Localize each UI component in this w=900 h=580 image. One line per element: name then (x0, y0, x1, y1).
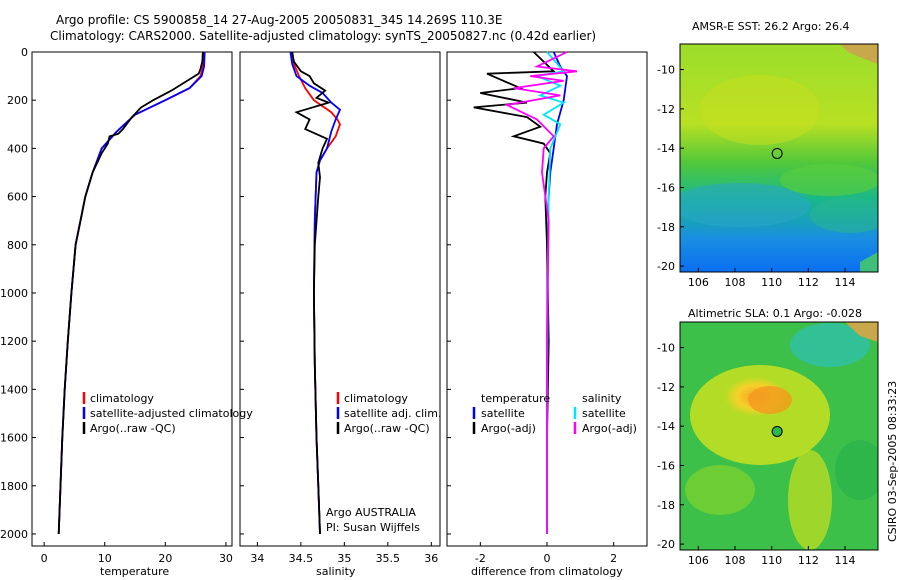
legend-sal-satellite: satellite adj. clim. (344, 407, 441, 420)
sla-map-image (680, 322, 878, 550)
temperature-axes (31, 51, 233, 547)
map-xtick-label: 106 (688, 554, 709, 567)
csiro-timestamp: CSIRO 03-Sep-2005 08:33:23 (886, 381, 899, 542)
legend-diff-temperature: temperature (481, 392, 550, 405)
map-ytick-label: -20 (657, 260, 675, 273)
legend-sal-argo: Argo(..raw -QC) (344, 422, 430, 435)
map-xtick-label: 108 (725, 276, 746, 289)
xtick-label: 10 (98, 552, 112, 565)
temperature-xlabel: temperature (100, 565, 169, 578)
map-ytick-label: -10 (657, 342, 675, 355)
ytick-label: 1800 (0, 480, 28, 493)
ytick-label: 1400 (0, 383, 28, 396)
legend-diff-temp-satellite: satellite (481, 407, 525, 420)
legend-temp-climatology: climatology (90, 392, 154, 405)
xtick-label: 35 (337, 552, 351, 565)
xtick-label: 2 (610, 552, 617, 565)
legend-diff-sal-satellite: satellite (582, 407, 626, 420)
pi-label: PI: Susan Wijffels (326, 521, 420, 534)
header-line-2: Climatology: CARS2000. Satellite-adjuste… (50, 29, 596, 43)
map-ytick-label: -14 (657, 420, 675, 433)
argo-australia-label: Argo AUSTRALIA (326, 506, 416, 519)
ytick-label: 800 (7, 239, 28, 252)
series-line-climatology (291, 51, 341, 535)
legend-sal-climatology: climatology (344, 392, 408, 405)
map-ytick-label: -16 (657, 181, 675, 194)
header-line-1: Argo profile: CS 5900858_14 27-Aug-2005 … (56, 13, 502, 27)
ytick-label: 1600 (0, 432, 28, 445)
salinity-axes (239, 51, 441, 547)
xtick-label: 20 (158, 552, 172, 565)
xtick-label: 34 (250, 552, 264, 565)
map-xtick-label: 106 (688, 276, 709, 289)
xtick-label: 35.5 (376, 552, 401, 565)
difference-legend: temperature satellite Argo(-adj) salinit… (472, 392, 637, 435)
map-ytick-label: -10 (657, 64, 675, 77)
ytick-label: 200 (7, 94, 28, 107)
map-xtick-label: 112 (798, 554, 819, 567)
map-xtick-label: 112 (798, 276, 819, 289)
map-ytick-label: -20 (657, 538, 675, 551)
difference-xlabel: difference from climatology (471, 565, 623, 578)
series-line-temp-satellite (546, 51, 568, 534)
ytick-label: 1200 (0, 335, 28, 348)
map-ytick-label: -14 (657, 142, 675, 155)
legend-diff-salinity: salinity (582, 392, 622, 405)
sla-map-frame (679, 321, 879, 551)
series-line-climatology (57, 51, 205, 535)
profile-lines (57, 51, 578, 535)
ytick-label: 0 (21, 46, 28, 59)
map-ytick-label: -16 (657, 459, 675, 472)
axis-ticks: 0 10 20 30020040060080010001200140016001800… (0, 46, 617, 565)
argo-float-marker (771, 425, 783, 437)
map-xtick-label: 110 (761, 554, 782, 567)
legend-temp-argo: Argo(..raw -QC) (90, 422, 176, 435)
series-line-satellite (289, 51, 342, 535)
salinity-legend: climatology satellite adj. clim. Argo(..… (326, 392, 441, 534)
legend-diff-sal-argo: Argo(-adj) (582, 422, 637, 435)
xtick-label: 30 (219, 552, 233, 565)
map-xtick-label: 108 (725, 554, 746, 567)
sst-map-frame (679, 43, 879, 273)
xtick-label: -2 (475, 552, 486, 565)
temperature-legend: climatology satellite-adjusted climatolo… (82, 392, 253, 435)
legend-temp-satellite: satellite-adjusted climatology (90, 407, 253, 420)
sst-map-title: AMSR-E SST: 26.2 Argo: 26.4 (692, 20, 850, 33)
map-xtick-label: 114 (835, 554, 856, 567)
xtick-label: 34.5 (289, 552, 314, 565)
legend-diff-temp-argo: Argo(-adj) (481, 422, 536, 435)
argo-float-marker (771, 147, 783, 159)
map-ytick-label: -12 (657, 103, 675, 116)
salinity-xlabel: salinity (316, 565, 356, 578)
xtick-label: 36 (424, 552, 438, 565)
sla-map-ticks: 106 108 110 112 114 -10 -12 -14 -16 -18 -20 (657, 342, 855, 567)
map-xtick-label: 114 (835, 276, 856, 289)
map-ytick-label: -12 (657, 381, 675, 394)
ytick-label: 2000 (0, 528, 28, 541)
ytick-label: 400 (7, 142, 28, 155)
map-ytick-label: -18 (657, 499, 675, 512)
map-xtick-label: 110 (761, 276, 782, 289)
ytick-label: 600 (7, 191, 28, 204)
xtick-label: 0 (41, 552, 48, 565)
series-line-sal-Argo (504, 51, 578, 534)
xtick-label: 0 (544, 552, 551, 565)
sst-map-ticks: 106 108 110 112 114 -10 -12 -14 -16 -18 -20 (657, 64, 855, 289)
series-line-satellite-adjusted (57, 51, 206, 535)
map-ytick-label: -18 (657, 221, 675, 234)
series-line-Argo (57, 51, 204, 535)
series-line-Argo (291, 51, 332, 535)
sla-map-title: Altimetric SLA: 0.1 Argo: -0.028 (688, 307, 862, 320)
ytick-label: 1000 (0, 287, 28, 300)
